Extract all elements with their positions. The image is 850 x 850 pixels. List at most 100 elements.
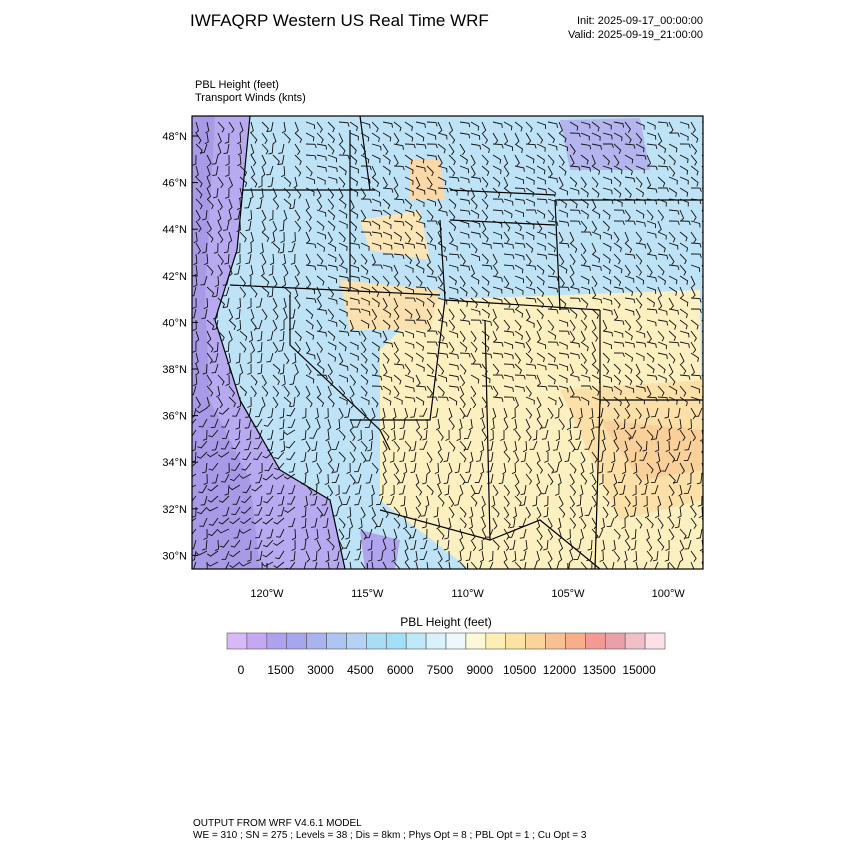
wind-barb xyxy=(316,209,327,217)
wind-barb xyxy=(404,374,414,383)
wind-barb xyxy=(316,176,326,185)
wind-barb xyxy=(569,187,580,195)
wind-barb xyxy=(525,132,532,145)
wind-barb xyxy=(443,451,450,463)
wind-barb xyxy=(239,561,252,567)
wind-barb xyxy=(666,429,671,442)
wind-barb xyxy=(283,352,290,365)
wind-barb xyxy=(586,550,593,562)
wind-barb xyxy=(287,495,296,505)
wind-barb xyxy=(514,319,522,331)
wind-barb xyxy=(453,495,461,506)
wind-barb xyxy=(557,473,562,486)
wind-barb xyxy=(426,165,434,177)
wind-barb xyxy=(305,165,313,177)
wind-barb xyxy=(514,341,525,348)
wind-barb xyxy=(426,143,438,149)
wind-barb xyxy=(236,319,242,332)
wind-barb xyxy=(525,319,535,328)
wind-barb xyxy=(613,253,621,265)
wind-barb xyxy=(557,517,562,530)
wind-barb xyxy=(193,231,198,244)
wind-barb xyxy=(690,308,702,314)
wind-barb xyxy=(459,319,471,326)
wind-barb xyxy=(635,308,641,321)
wind-barb xyxy=(536,187,548,194)
wind-barb xyxy=(448,506,455,519)
wind-barb xyxy=(217,297,225,309)
wind-barb xyxy=(513,418,518,431)
wind-barb xyxy=(331,440,340,451)
wind-barb xyxy=(624,231,629,244)
wind-barb xyxy=(230,539,241,548)
wind-barb xyxy=(470,297,478,309)
wind-barb xyxy=(289,374,296,386)
wind-barb xyxy=(519,528,527,539)
wind-barb xyxy=(382,352,390,364)
wind-barb xyxy=(547,187,557,197)
wind-barb xyxy=(613,308,619,321)
wind-barb xyxy=(448,308,455,320)
wind-barb xyxy=(489,429,494,442)
wind-barb xyxy=(206,330,212,343)
wind-barb xyxy=(690,253,702,258)
wind-barb xyxy=(327,561,330,569)
wind-barb xyxy=(404,198,413,210)
wind-barb xyxy=(690,506,697,518)
colorbar-title: PBL Height (feet) xyxy=(400,615,492,629)
wind-barb xyxy=(410,517,417,528)
lon-label: 120°W xyxy=(250,588,284,600)
wind-barb xyxy=(573,440,582,450)
wind-barb xyxy=(338,253,345,266)
wind-barb xyxy=(195,132,202,145)
wind-barb xyxy=(391,429,396,442)
wind-barb xyxy=(426,308,433,321)
wind-barb xyxy=(613,341,625,348)
wind-barb xyxy=(239,165,248,177)
wind-barb xyxy=(349,352,359,361)
wind-barb xyxy=(657,264,665,276)
wind-barb xyxy=(525,374,537,380)
wind-barb xyxy=(591,187,600,198)
wind-barb xyxy=(679,330,690,338)
wind-barb xyxy=(403,506,408,519)
wind-barb xyxy=(448,176,460,182)
wind-barb xyxy=(206,231,214,243)
wind-barb xyxy=(360,319,370,329)
wind-barb xyxy=(448,418,455,430)
wind-barb xyxy=(624,143,636,149)
wind-barb xyxy=(536,242,546,251)
wind-barb xyxy=(445,429,450,441)
wind-barb xyxy=(415,209,422,221)
wind-barb xyxy=(371,165,377,178)
wind-barb xyxy=(613,143,622,155)
wind-barb xyxy=(503,396,515,402)
wind-barb xyxy=(393,330,405,337)
wind-barb xyxy=(360,209,367,222)
wind-barb xyxy=(646,517,654,529)
wind-barb xyxy=(202,209,208,221)
wind-barb xyxy=(279,418,285,430)
wind-barb xyxy=(218,407,230,415)
wind-barb xyxy=(651,484,659,495)
wind-barb xyxy=(602,198,614,204)
wind-barb xyxy=(229,517,241,525)
wind-barb xyxy=(536,396,542,409)
wind-barb xyxy=(244,198,252,209)
wind-barb xyxy=(349,319,354,332)
wind-barb xyxy=(657,385,665,397)
wind-barb xyxy=(646,308,658,314)
wind-barb xyxy=(261,308,268,320)
wind-barb xyxy=(267,407,274,419)
wind-barb xyxy=(613,385,622,396)
wind-barb xyxy=(643,495,648,507)
wind-barb xyxy=(225,374,230,386)
wind-barb xyxy=(470,209,480,219)
wind-barb xyxy=(263,495,274,504)
wind-barb xyxy=(203,297,209,310)
wind-barb xyxy=(426,242,437,250)
wind-barb xyxy=(393,121,402,132)
wind-barb xyxy=(632,495,637,508)
wind-barb xyxy=(316,363,325,374)
wind-barb xyxy=(314,561,318,569)
